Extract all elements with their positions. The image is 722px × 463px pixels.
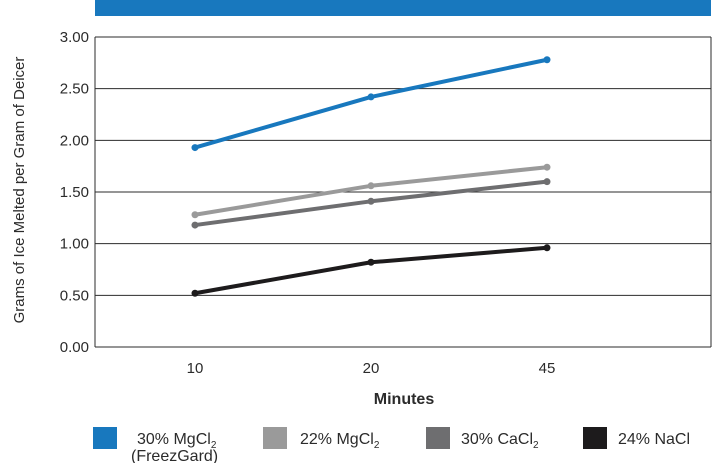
data-point-3-0 xyxy=(191,289,199,297)
y-tick-label-3: 1.50 xyxy=(60,184,89,201)
data-point-1-2 xyxy=(543,163,551,171)
axes xyxy=(94,37,712,347)
gridlines xyxy=(95,36,711,348)
y-tick-labels: 0.00 0.50 1.00 1.50 2.00 2.50 3.00 xyxy=(60,29,89,356)
legend-swatch-3 xyxy=(583,427,607,449)
legend-label-3: 24% NaCl xyxy=(618,431,690,448)
y-tick-label-2: 1.00 xyxy=(60,236,89,253)
series-line-1 xyxy=(193,165,549,217)
series-group xyxy=(191,56,551,297)
x-tick-label-20: 20 xyxy=(363,360,380,377)
legend-label-2: 30% CaCl2 xyxy=(461,431,539,451)
x-tick-label-10: 10 xyxy=(187,360,204,377)
data-point-0-1 xyxy=(367,93,375,101)
legend-label-line2-0: (FreezGard) xyxy=(131,448,218,463)
x-tick-label-45: 45 xyxy=(539,360,556,377)
y-tick-label-1: 0.50 xyxy=(60,287,89,304)
series-line-0 xyxy=(193,57,549,150)
y-tick-label-6: 3.00 xyxy=(60,29,89,46)
legend-swatch-2 xyxy=(426,427,450,449)
header-bar xyxy=(95,0,711,16)
data-point-3-1 xyxy=(367,258,375,266)
data-point-2-0 xyxy=(191,221,199,229)
data-point-3-2 xyxy=(543,244,551,252)
legend-swatch-1 xyxy=(263,427,287,449)
legend-swatch-0 xyxy=(93,427,117,449)
data-point-1-1 xyxy=(367,182,375,190)
y-tick-label-4: 2.00 xyxy=(60,132,89,149)
y-axis-title: Grams of Ice Melted per Gram of Deicer xyxy=(11,57,28,324)
data-point-1-0 xyxy=(191,211,199,219)
data-point-0-2 xyxy=(543,56,551,64)
y-tick-label-0: 0.00 xyxy=(60,339,89,356)
series-line-3 xyxy=(193,245,549,296)
data-point-2-1 xyxy=(367,197,375,205)
data-point-0-0 xyxy=(191,144,199,152)
x-axis-title: Minutes xyxy=(374,391,435,408)
legend: 30% MgCl2(FreezGard) 22% MgCl2 30% CaCl2 24… xyxy=(93,427,690,463)
x-tick-labels: 10 20 45 xyxy=(187,360,556,377)
data-point-2-2 xyxy=(543,178,551,186)
legend-label-0: 30% MgCl2 xyxy=(137,431,217,451)
legend-label-1: 22% MgCl2 xyxy=(300,431,380,451)
y-tick-label-5: 2.50 xyxy=(60,81,89,98)
